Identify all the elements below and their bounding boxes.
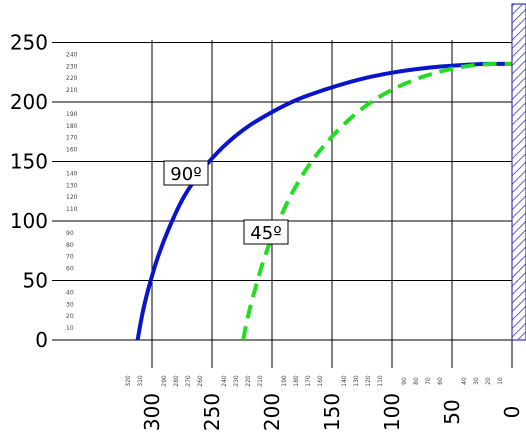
x-tick-label: 300 bbox=[140, 393, 164, 431]
x-minor-tick-labels: 320 310 290 280 270 260 240 230 220 210 190 180 170 1… bbox=[125, 375, 504, 387]
x-tick-label: 150 bbox=[320, 393, 344, 431]
y-minor-tick-label: 160 bbox=[66, 147, 78, 154]
y-tick-label: 250 bbox=[10, 31, 48, 55]
y-minor-tick-label: 20 bbox=[66, 313, 74, 320]
series-label: 45º bbox=[250, 223, 281, 244]
x-tick-label: 250 bbox=[200, 393, 224, 431]
y-minor-tick-label: 40 bbox=[66, 289, 74, 296]
x-minor-tick-label: 30 bbox=[473, 377, 480, 385]
y-minor-tick-label: 70 bbox=[66, 254, 74, 261]
x-minor-tick-label: 280 bbox=[173, 375, 180, 387]
y-minor-tick-label: 180 bbox=[66, 123, 78, 130]
x-minor-tick-label: 270 bbox=[185, 375, 192, 387]
x-minor-tick-label: 240 bbox=[221, 375, 228, 387]
hatched-wall bbox=[511, 3, 526, 341]
grid bbox=[52, 40, 513, 368]
series-lines bbox=[135, 61, 513, 341]
x-minor-tick-label: 80 bbox=[413, 377, 420, 385]
x-minor-tick-label: 140 bbox=[341, 375, 348, 387]
y-minor-tick-label: 90 bbox=[66, 230, 74, 237]
y-tick-label: 0 bbox=[35, 328, 48, 352]
x-tick-label: 0 bbox=[500, 406, 524, 419]
x-minor-tick-label: 230 bbox=[233, 375, 240, 387]
x-minor-tick-label: 110 bbox=[377, 375, 384, 387]
series-label-box bbox=[243, 219, 289, 245]
y-minor-tick-label: 130 bbox=[66, 182, 78, 189]
x-minor-tick-label: 170 bbox=[305, 375, 312, 387]
x-axis-tick-labels: 300 250 200 150 100 50 0 bbox=[140, 393, 524, 431]
x-minor-tick-label: 20 bbox=[485, 377, 492, 385]
y-minor-tick-label: 220 bbox=[66, 75, 78, 82]
y-minor-tick-label: 120 bbox=[66, 194, 78, 201]
y-axis-tick-labels: 250 200 150 100 50 0 bbox=[10, 31, 48, 353]
y-minor-tick-label: 60 bbox=[66, 266, 74, 273]
y-minor-tick-label: 240 bbox=[66, 51, 78, 58]
x-minor-tick-label: 310 bbox=[137, 375, 144, 387]
y-tick-label: 150 bbox=[10, 150, 48, 174]
y-minor-tick-label: 210 bbox=[66, 87, 78, 94]
y-tick-label: 50 bbox=[23, 269, 48, 293]
x-minor-tick-label: 210 bbox=[257, 375, 264, 387]
x-minor-tick-label: 220 bbox=[245, 375, 252, 387]
x-minor-tick-label: 260 bbox=[197, 375, 204, 387]
series-line-1 bbox=[241, 61, 513, 341]
y-minor-tick-label: 140 bbox=[66, 170, 78, 177]
x-minor-tick-label: 160 bbox=[317, 375, 324, 387]
series-label-box bbox=[163, 160, 209, 186]
x-minor-tick-label: 130 bbox=[353, 375, 360, 387]
x-minor-tick-label: 120 bbox=[365, 375, 372, 387]
y-minor-tick-label: 30 bbox=[66, 301, 74, 308]
series-labels: 90º 45º bbox=[163, 160, 289, 245]
y-tick-label: 100 bbox=[10, 209, 48, 233]
x-minor-tick-label: 60 bbox=[437, 377, 444, 385]
y-minor-tick-labels: 240 230 220 210 190 180 170 160 140 130 120 110 90 80… bbox=[66, 51, 78, 332]
x-minor-tick-label: 90 bbox=[401, 377, 408, 385]
y-minor-tick-label: 190 bbox=[66, 111, 78, 118]
x-minor-tick-label: 190 bbox=[281, 375, 288, 387]
x-minor-tick-label: 180 bbox=[293, 375, 300, 387]
series-label: 90º bbox=[170, 164, 201, 185]
x-minor-tick-label: 320 bbox=[125, 375, 132, 387]
x-minor-tick-label: 40 bbox=[461, 377, 468, 385]
x-tick-label: 200 bbox=[260, 393, 284, 431]
x-tick-label: 50 bbox=[440, 399, 464, 424]
y-minor-tick-label: 170 bbox=[66, 135, 78, 142]
y-tick-label: 200 bbox=[10, 90, 48, 114]
x-minor-tick-label: 10 bbox=[497, 377, 504, 385]
y-minor-tick-label: 10 bbox=[66, 325, 74, 332]
x-minor-tick-label: 70 bbox=[425, 377, 432, 385]
x-minor-tick-label: 290 bbox=[161, 375, 168, 387]
y-minor-tick-label: 80 bbox=[66, 242, 74, 249]
x-tick-label: 100 bbox=[380, 393, 404, 431]
y-minor-tick-label: 230 bbox=[66, 63, 78, 70]
series-line-0 bbox=[135, 61, 513, 341]
y-minor-tick-label: 110 bbox=[66, 206, 78, 213]
